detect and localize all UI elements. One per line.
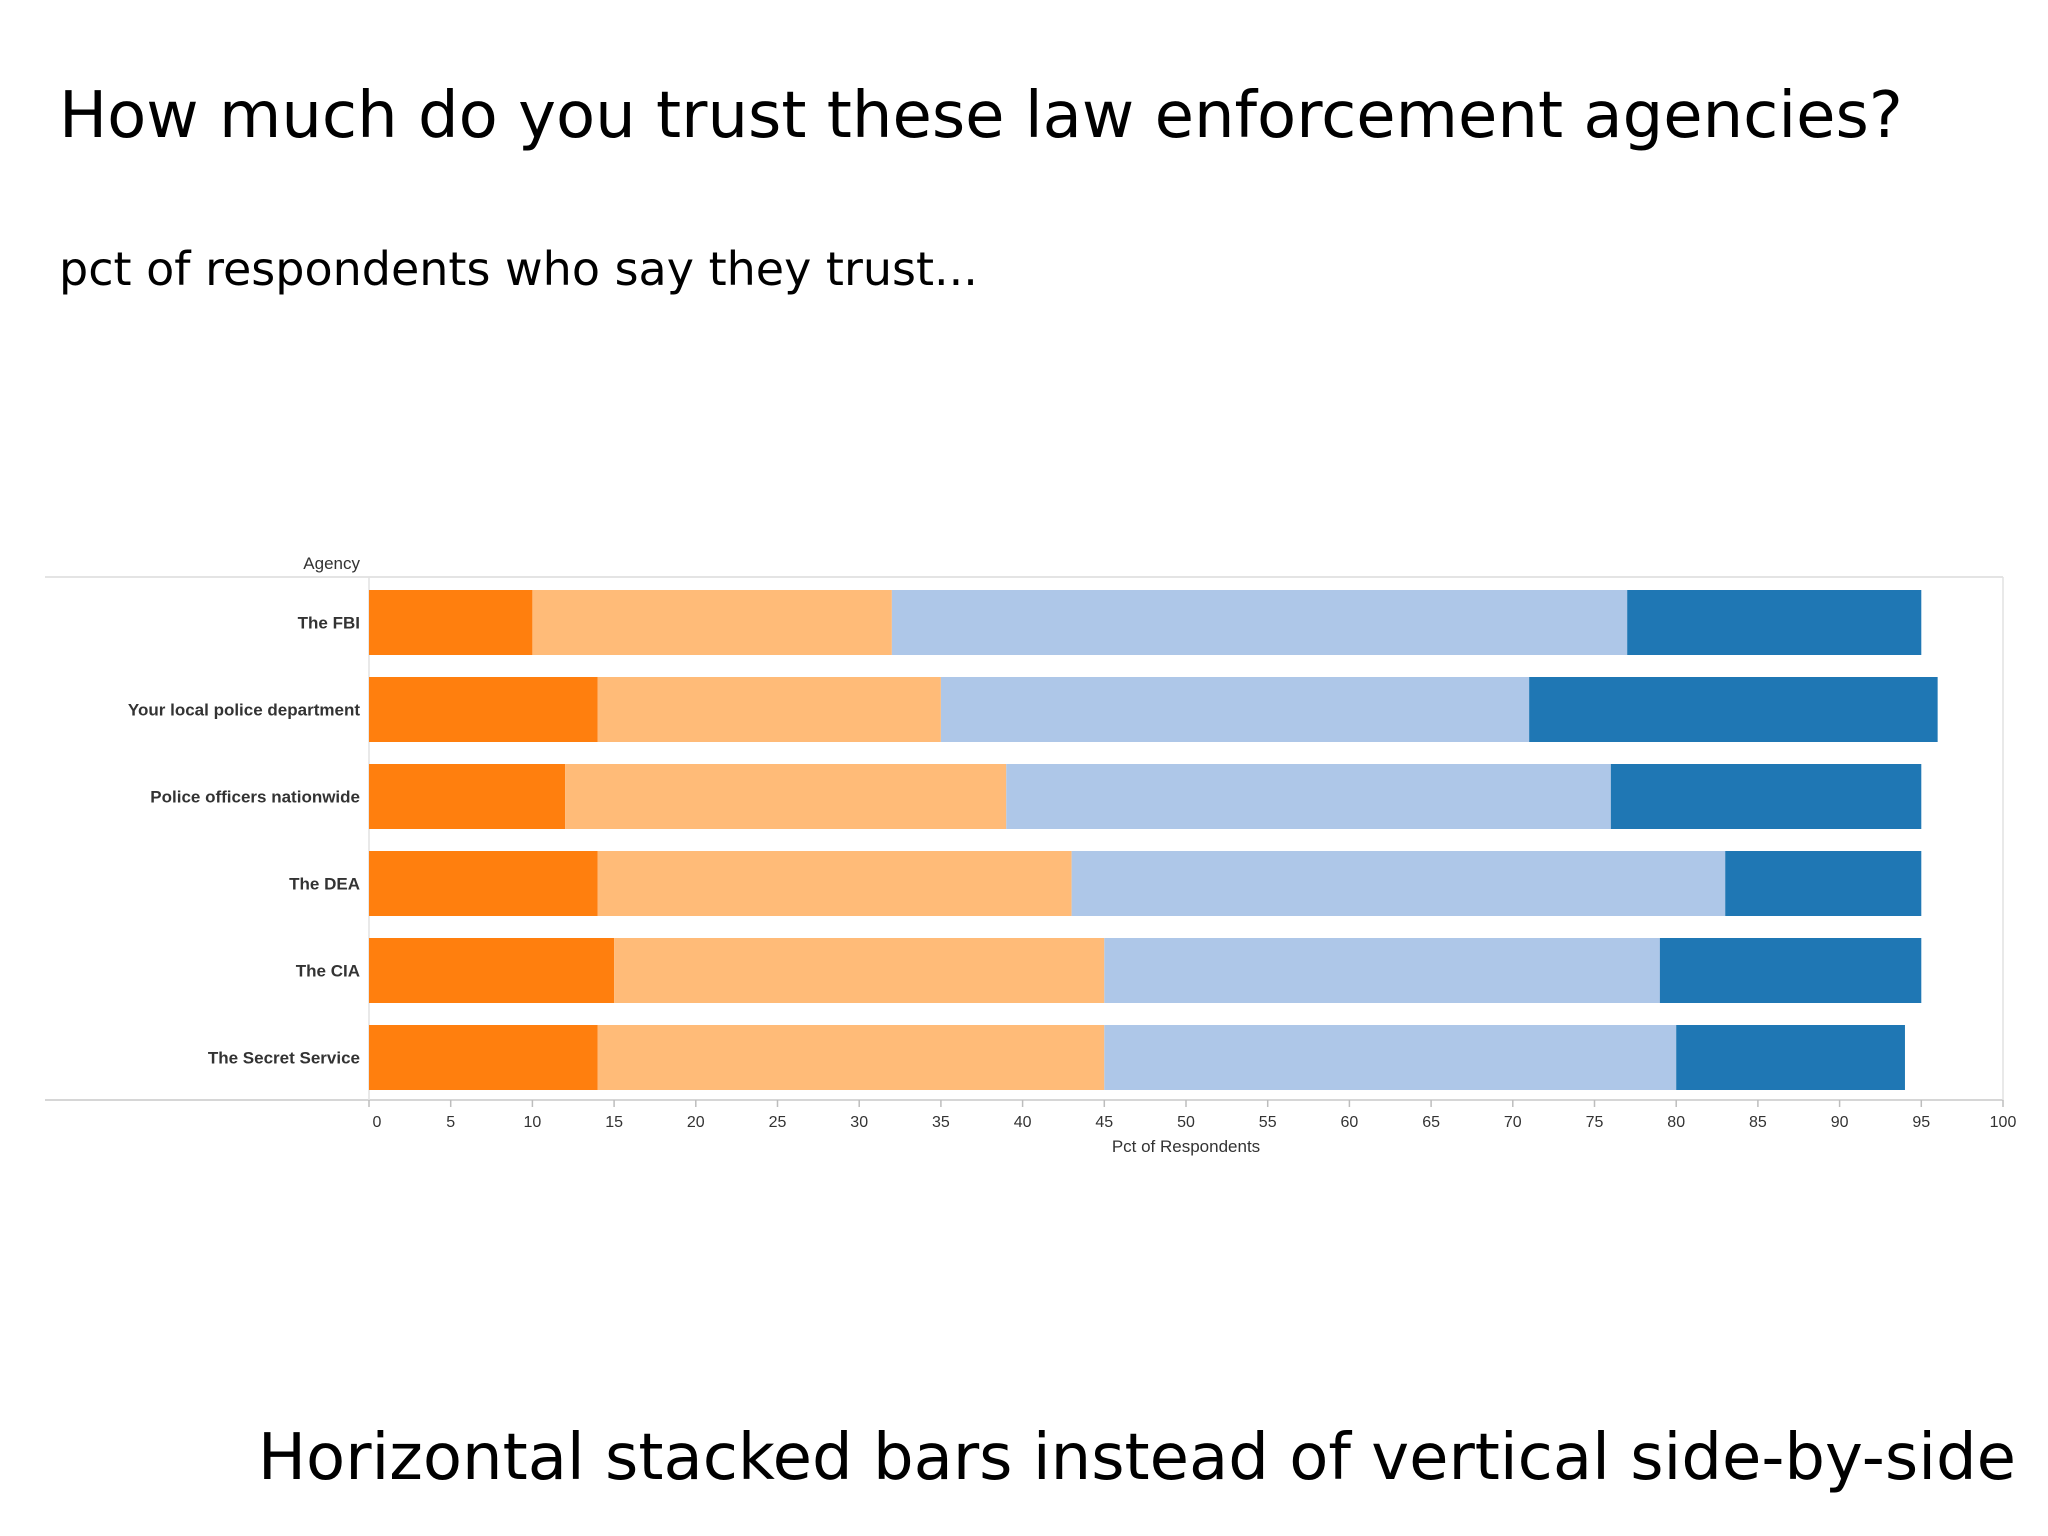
x-tick-label: 85: [1749, 1114, 1767, 1131]
bar-segment-5-3: [1104, 938, 1660, 1003]
x-axis-ticks: 0 5 10 15 20 25 30 35 40 45 50 55 60 65 70 75 80 85 90 95 10…: [368, 1100, 2017, 1131]
x-tick-label: 60: [1341, 1114, 1359, 1131]
x-tick-label: 20: [687, 1114, 705, 1131]
x-tick-label: 40: [1014, 1114, 1032, 1131]
bar-segment-4-2: [597, 851, 1072, 916]
bar-segment-2-3: [940, 677, 1530, 742]
x-tick-label: 25: [769, 1114, 787, 1131]
bar-segment-1-2: [532, 590, 892, 655]
bar-segment-5-4: [1659, 938, 1922, 1003]
bar-segment-3-3: [1006, 764, 1611, 829]
x-tick-label: 30: [850, 1114, 868, 1131]
x-tick-label: 5: [446, 1114, 455, 1131]
x-tick-label: 95: [1912, 1114, 1930, 1131]
bar-segments: [369, 590, 1938, 1090]
bar-segment-3-4: [1610, 764, 1922, 829]
bar-segment-1-3: [891, 590, 1628, 655]
x-tick-label: 15: [605, 1114, 623, 1131]
x-tick-label: 35: [932, 1114, 950, 1131]
category-label: The FBI: [298, 614, 360, 633]
bar-segment-2-1: [369, 677, 598, 742]
slide-caption: Horizontal stacked bars instead of verti…: [257, 1421, 2016, 1495]
x-tick-label: 90: [1831, 1114, 1849, 1131]
category-labels: The FBI Your local police department Polic…: [128, 614, 360, 1068]
category-label: The CIA: [296, 962, 360, 981]
bar-segment-4-1: [369, 851, 598, 916]
slide-subtitle: pct of respondents who say they trust...: [59, 242, 978, 296]
chart-frame: [45, 576, 2004, 1101]
bar-segment-4-4: [1725, 851, 1922, 916]
x-tick-label: 65: [1422, 1114, 1440, 1131]
y-axis-title: Agency: [303, 554, 360, 573]
category-label: Police officers nationwide: [150, 788, 360, 807]
x-tick-label: 50: [1177, 1114, 1195, 1131]
category-label: Your local police department: [128, 701, 360, 720]
bar-segment-5-2: [614, 938, 1105, 1003]
x-tick-label: 0: [373, 1114, 382, 1131]
bar-segment-6-4: [1676, 1025, 1905, 1090]
bar-segment-5-1: [369, 938, 615, 1003]
slide-title: How much do you trust these law enforcem…: [59, 79, 1903, 153]
x-tick-label: 70: [1504, 1114, 1522, 1131]
bar-segment-2-4: [1529, 677, 1938, 742]
x-tick-label: 45: [1095, 1114, 1113, 1131]
bar-segment-4-3: [1071, 851, 1726, 916]
x-tick-label: 100: [1990, 1114, 2017, 1131]
bar-segment-6-2: [597, 1025, 1105, 1090]
bar-segment-6-3: [1104, 1025, 1677, 1090]
bar-segment-3-1: [369, 764, 566, 829]
bar-segment-1-4: [1627, 590, 1922, 655]
x-tick-label: 55: [1259, 1114, 1277, 1131]
x-axis-title: Pct of Respondents: [1112, 1137, 1260, 1156]
category-label: The DEA: [289, 875, 360, 894]
x-tick-label: 75: [1586, 1114, 1604, 1131]
bar-segment-3-2: [565, 764, 1007, 829]
x-tick-label: 10: [524, 1114, 542, 1131]
bar-segment-6-1: [369, 1025, 598, 1090]
bar-segment-1-1: [369, 590, 533, 655]
category-label: The Secret Service: [208, 1049, 360, 1068]
bar-segment-2-2: [597, 677, 941, 742]
x-tick-label: 80: [1667, 1114, 1685, 1131]
